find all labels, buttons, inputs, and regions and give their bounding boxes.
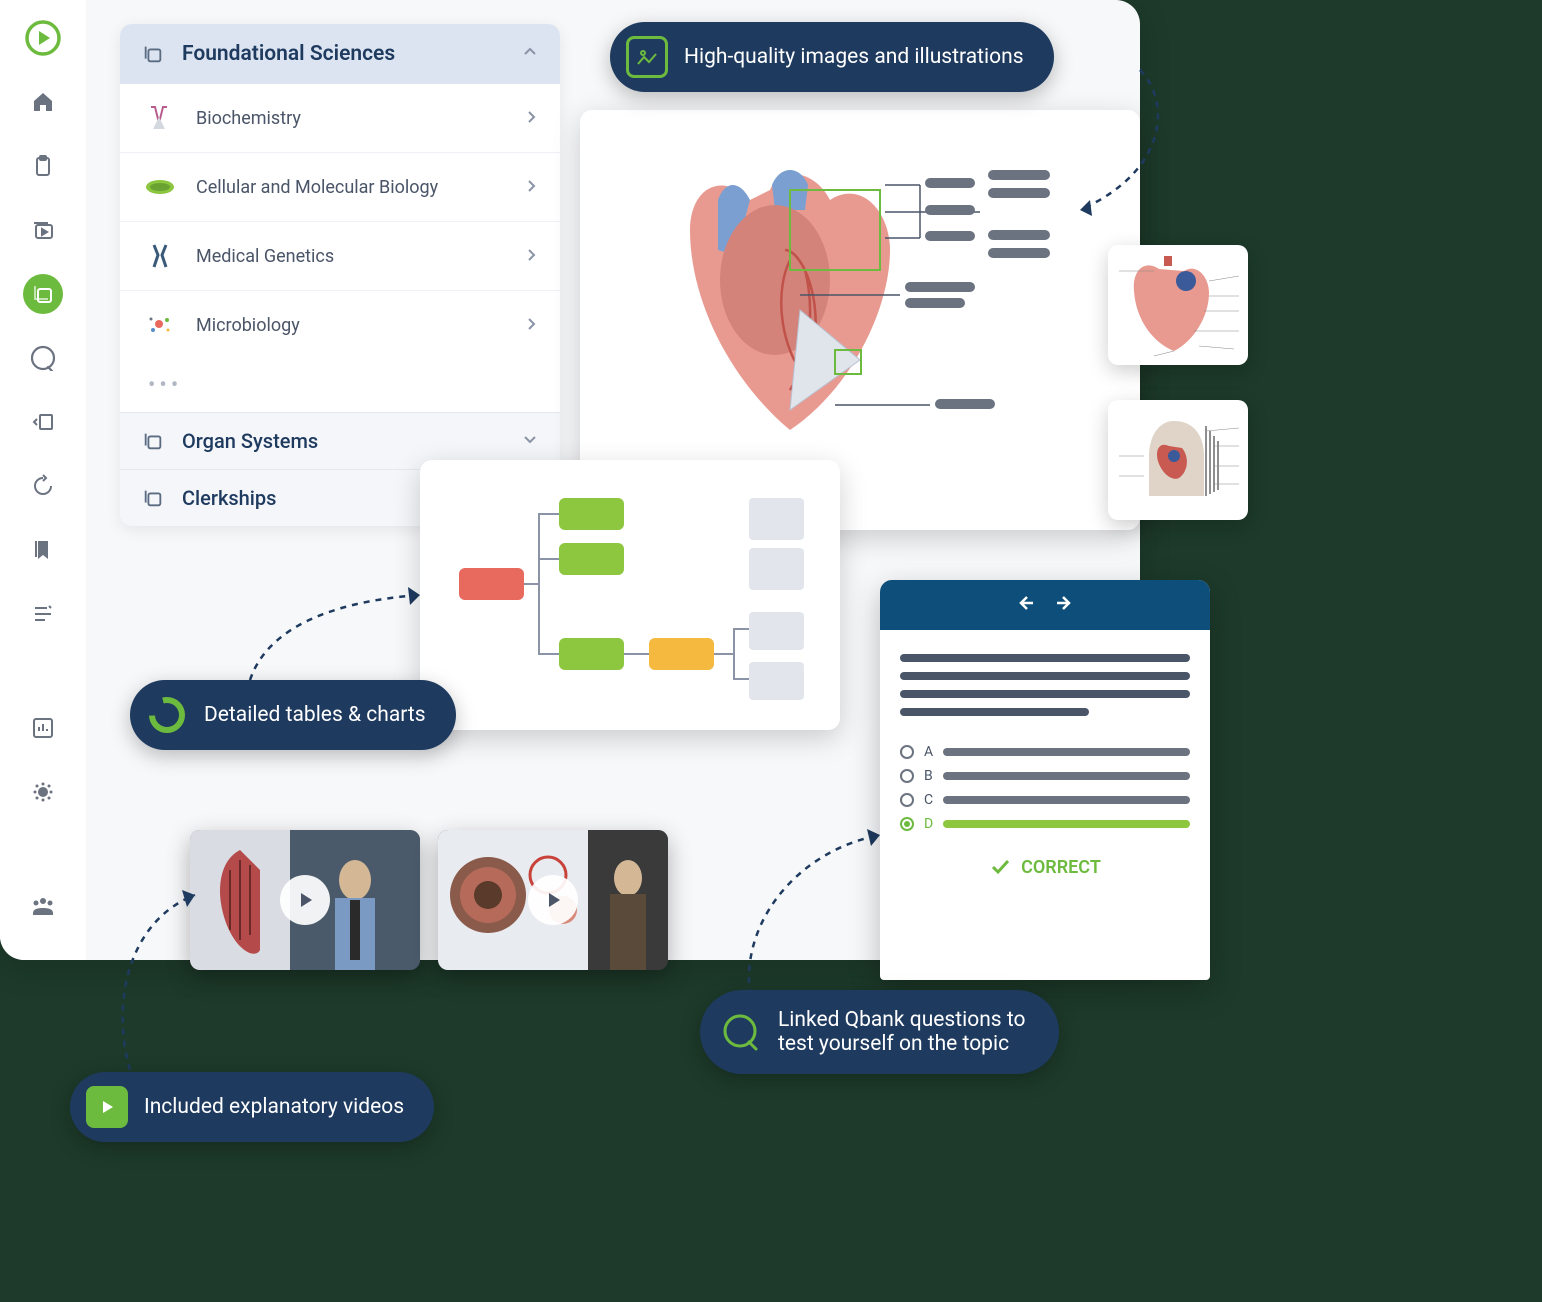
callout-images: High-quality images and illustrations xyxy=(610,22,1054,92)
play-icon xyxy=(528,875,578,925)
nav-item-label: Biochemistry xyxy=(196,108,506,129)
callout-videos: Included explanatory videos xyxy=(70,1072,434,1142)
logo-icon[interactable] xyxy=(23,18,63,58)
answer-option-a[interactable]: A xyxy=(900,744,1190,760)
answer-letter: B xyxy=(924,768,933,784)
clipboard-icon[interactable] xyxy=(23,146,63,186)
video-thumb-1[interactable] xyxy=(190,830,420,970)
callout-text: Linked Qbank questions to test yourself … xyxy=(778,1008,1025,1056)
bookmark-icon[interactable] xyxy=(23,530,63,570)
library-icon[interactable] xyxy=(23,274,63,314)
question-text-line xyxy=(900,672,1190,680)
callout-text: High-quality images and illustrations xyxy=(684,45,1024,69)
image-icon xyxy=(626,36,668,78)
callout-qbank: Linked Qbank questions to test yourself … xyxy=(700,990,1059,1074)
genetics-icon xyxy=(142,238,178,274)
answer-option-b[interactable]: B xyxy=(900,768,1190,784)
nav-item-genetics[interactable]: Medical Genetics xyxy=(120,222,560,291)
nav-item-label: Microbiology xyxy=(196,315,506,336)
callout-text: Detailed tables & charts xyxy=(204,703,426,727)
question-text-line xyxy=(900,654,1190,662)
cell-icon xyxy=(142,169,178,205)
question-text-line xyxy=(900,708,1089,716)
nav-section-foundational[interactable]: Foundational Sciences xyxy=(120,24,560,84)
nav-item-label: Cellular and Molecular Biology xyxy=(196,177,506,198)
course-nav-panel: Foundational Sciences Biochemistry Cellu… xyxy=(120,24,560,526)
prev-arrow-icon[interactable] xyxy=(1015,593,1035,617)
notes-icon[interactable] xyxy=(23,594,63,634)
chevron-right-icon xyxy=(524,109,538,128)
answer-option-c[interactable]: C xyxy=(900,792,1190,808)
answer-option-d[interactable]: D xyxy=(900,816,1190,832)
mini-heart-card-2[interactable] xyxy=(1108,400,1248,520)
chart-icon xyxy=(146,694,188,736)
mini-heart-card-1[interactable] xyxy=(1108,245,1248,365)
chevron-up-icon xyxy=(522,44,538,64)
analytics-icon[interactable] xyxy=(23,708,63,748)
question-text-line xyxy=(900,690,1190,698)
group-icon[interactable] xyxy=(23,886,63,926)
nav-item-microbio[interactable]: Microbiology xyxy=(120,291,560,359)
callout-charts: Detailed tables & charts xyxy=(130,680,456,750)
qbank-nav xyxy=(880,580,1210,630)
biochem-icon xyxy=(142,100,178,136)
chevron-right-icon xyxy=(524,247,538,266)
answer-letter: C xyxy=(924,792,933,808)
video-thumb-2[interactable] xyxy=(438,830,668,970)
answer-letter: D xyxy=(924,816,933,832)
next-arrow-icon[interactable] xyxy=(1055,593,1075,617)
virus-icon[interactable] xyxy=(23,772,63,812)
video-library-icon[interactable] xyxy=(23,210,63,250)
answer-letter: A xyxy=(924,744,933,760)
home-icon[interactable] xyxy=(23,82,63,122)
nav-item-label: Medical Genetics xyxy=(196,246,506,267)
correct-text: CORRECT xyxy=(1021,857,1101,878)
qbank-card: A B C D CORRECT xyxy=(880,580,1210,980)
chevron-right-icon xyxy=(524,178,538,197)
callout-text: Included explanatory videos xyxy=(144,1095,404,1119)
chevron-right-icon xyxy=(524,316,538,335)
nav-item-biochemistry[interactable]: Biochemistry xyxy=(120,84,560,153)
spaced-rep-icon[interactable] xyxy=(23,402,63,442)
flowchart-card xyxy=(420,460,840,730)
chevron-down-icon xyxy=(522,431,538,451)
nav-item-cellbio[interactable]: Cellular and Molecular Biology xyxy=(120,153,560,222)
play-square-icon xyxy=(86,1086,128,1128)
refresh-icon[interactable] xyxy=(23,466,63,506)
sidebar xyxy=(0,0,86,960)
nav-more-indicator: ••• xyxy=(120,359,560,412)
nav-section-title: Organ Systems xyxy=(182,429,504,453)
microbio-icon xyxy=(142,307,178,343)
nav-title: Foundational Sciences xyxy=(182,42,504,66)
correct-indicator: CORRECT xyxy=(900,856,1190,878)
q-icon xyxy=(720,1011,762,1053)
play-icon xyxy=(280,875,330,925)
question-icon[interactable] xyxy=(23,338,63,378)
qbank-body: A B C D CORRECT xyxy=(880,630,1210,902)
